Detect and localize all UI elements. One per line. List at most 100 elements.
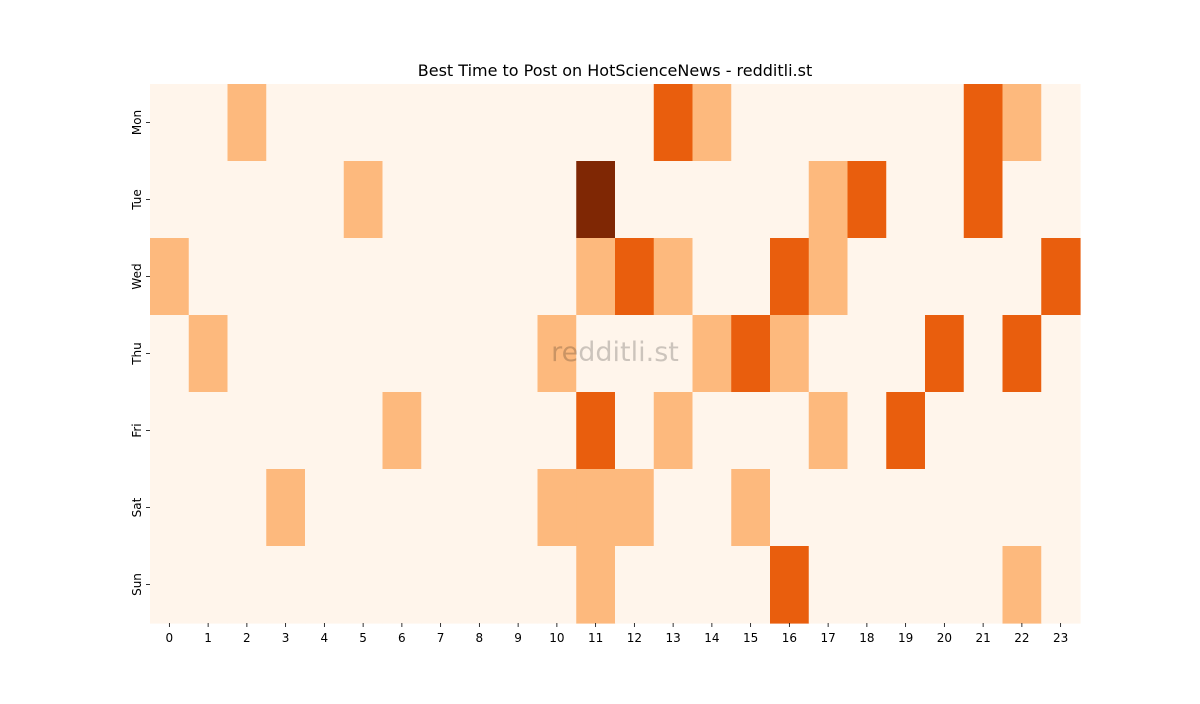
x-tick-label: 5 xyxy=(359,631,367,645)
heatmap-cell xyxy=(266,238,306,316)
heatmap-cell xyxy=(421,546,461,624)
heatmap-cell xyxy=(305,469,345,547)
heatmap-cell xyxy=(692,392,732,470)
heatmap-cell xyxy=(808,84,849,162)
x-tick-label: 20 xyxy=(937,631,952,645)
x-tick-label: 6 xyxy=(398,631,406,645)
heatmap-cell xyxy=(886,315,926,393)
heatmap-cell xyxy=(963,238,1004,316)
heatmap-cell xyxy=(925,161,965,239)
heatmap-cell xyxy=(188,84,229,162)
heatmap-cell xyxy=(1002,238,1042,316)
heatmap-cell xyxy=(382,469,422,547)
heatmap-cell xyxy=(227,84,267,162)
heatmap-cell xyxy=(150,84,190,162)
heatmap-cell xyxy=(925,469,965,547)
heatmap-cell xyxy=(537,238,577,316)
watermark-text: redditli.st xyxy=(551,337,679,368)
x-tick-label: 19 xyxy=(898,631,913,645)
heatmap-cell xyxy=(770,469,810,547)
heatmap-cell xyxy=(692,315,732,393)
x-tick-label: 9 xyxy=(514,631,522,645)
heatmap-cell xyxy=(847,315,887,393)
heatmap-cell xyxy=(963,315,1004,393)
heatmap-cell xyxy=(305,238,345,316)
heatmap-cell xyxy=(227,238,267,316)
heatmap-cell xyxy=(808,161,849,239)
x-tick-label: 23 xyxy=(1053,631,1068,645)
heatmap-cell xyxy=(498,315,539,393)
heatmap-cell xyxy=(227,315,267,393)
x-tick-label: 11 xyxy=(588,631,603,645)
x-axis-ticks: 0 1 2 3 4 5 6 7 8 9 10 11 12 13 14 15 16 17 18 19 20 21 22 23 xyxy=(166,623,1068,645)
heatmap-cell xyxy=(537,161,577,239)
x-tick-label: 12 xyxy=(627,631,642,645)
heatmap-cell xyxy=(886,392,926,470)
heatmap-cell xyxy=(188,469,229,547)
heatmap-cell xyxy=(460,315,500,393)
x-tick-label: 1 xyxy=(204,631,212,645)
heatmap-cell xyxy=(925,238,965,316)
heatmap-cell xyxy=(770,161,810,239)
heatmap-cell xyxy=(653,315,694,393)
heatmap-cell xyxy=(227,546,267,624)
heatmap-cell xyxy=(382,238,422,316)
heatmap-cell xyxy=(1041,238,1081,316)
heatmap-cell xyxy=(498,84,539,162)
x-tick-label: 0 xyxy=(166,631,174,645)
heatmap-cell xyxy=(305,315,345,393)
heatmap-cell xyxy=(266,546,306,624)
y-tick-label: Mon xyxy=(130,110,144,135)
heatmap-cell xyxy=(537,469,577,547)
heatmap-cell xyxy=(731,392,771,470)
heatmap-cell xyxy=(770,238,810,316)
heatmap-cell xyxy=(343,315,384,393)
heatmap-cell xyxy=(382,392,422,470)
heatmap-cell xyxy=(343,392,384,470)
heatmap-cell xyxy=(460,84,500,162)
heatmap-cell xyxy=(1002,84,1042,162)
x-tick-label: 7 xyxy=(437,631,445,645)
x-tick-label: 15 xyxy=(743,631,758,645)
heatmap-cell xyxy=(421,469,461,547)
chart-title: Best Time to Post on HotScienceNews - re… xyxy=(418,61,812,80)
heatmap-cell xyxy=(731,161,771,239)
heatmap-cell xyxy=(421,392,461,470)
heatmap-cell xyxy=(925,546,965,624)
heatmap-cell xyxy=(692,469,732,547)
heatmap-cell xyxy=(692,161,732,239)
heatmap-cell xyxy=(847,469,887,547)
y-tick-label: Tue xyxy=(130,189,144,211)
heatmap-cell xyxy=(382,546,422,624)
heatmap-cell xyxy=(1002,469,1042,547)
heatmap-cell xyxy=(150,469,190,547)
heatmap-cell xyxy=(847,84,887,162)
heatmap-cell xyxy=(808,546,849,624)
heatmap-cell xyxy=(266,84,306,162)
heatmap-cell xyxy=(537,315,577,393)
x-tick-label: 8 xyxy=(476,631,484,645)
heatmap-cell xyxy=(731,238,771,316)
heatmap-cell xyxy=(382,161,422,239)
heatmap-cell xyxy=(847,392,887,470)
heatmap-cell xyxy=(731,84,771,162)
y-tick-label: Sun xyxy=(130,573,144,596)
heatmap-cell xyxy=(460,238,500,316)
heatmap-cell xyxy=(266,469,306,547)
heatmap-cell xyxy=(421,161,461,239)
heatmap-cell xyxy=(305,546,345,624)
heatmap-cell xyxy=(886,469,926,547)
heatmap-cell xyxy=(808,469,849,547)
heatmap-cell xyxy=(537,392,577,470)
heatmap-cell xyxy=(963,392,1004,470)
x-tick-label: 22 xyxy=(1014,631,1029,645)
heatmap-cell xyxy=(150,315,190,393)
x-tick-label: 14 xyxy=(704,631,719,645)
x-tick-label: 13 xyxy=(665,631,680,645)
heatmap-cell xyxy=(460,469,500,547)
heatmap-cell xyxy=(808,315,849,393)
heatmap-cell xyxy=(150,392,190,470)
heatmap-cell xyxy=(692,546,732,624)
heatmap-cell xyxy=(653,238,694,316)
heatmap-cell xyxy=(963,161,1004,239)
